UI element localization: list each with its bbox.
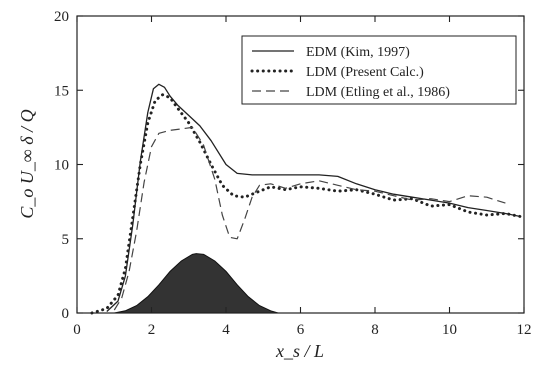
y-tick-label: 10 (54, 158, 69, 174)
legend-label-edm: EDM (Kim, 1997) (306, 45, 410, 60)
y-tick-label: 0 (62, 306, 70, 322)
x-tick-label: 12 (517, 322, 532, 338)
y-tick-label: 20 (54, 9, 69, 25)
hill-shape (114, 253, 279, 314)
series-line-edm (106, 83, 521, 312)
x-tick-label: 4 (222, 322, 230, 338)
x-axis-label: x_s / L (275, 341, 324, 361)
x-tick-label: 8 (371, 322, 379, 338)
x-tick-label: 0 (73, 322, 81, 338)
series-line-ldm-present (90, 93, 522, 315)
hill-layer (114, 253, 279, 314)
series-line-ldm-etling (113, 126, 506, 311)
legend-label-ldm-etling: LDM (Etling et al., 1986) (306, 85, 450, 100)
series-layer (90, 83, 522, 315)
legend: EDM (Kim, 1997) LDM (Present Calc.) LDM … (241, 35, 517, 105)
legend-label-ldm-present: LDM (Present Calc.) (306, 65, 424, 80)
y-axis-label: C_o U_∞ δ / Q (17, 109, 37, 218)
y-tick-label: 5 (62, 232, 70, 248)
x-tick-label: 6 (297, 322, 305, 338)
legend-box (241, 35, 517, 105)
y-tick-label: 15 (54, 83, 69, 99)
x-tick-label: 2 (148, 322, 156, 338)
tick-layer: 0 2 4 6 8 10 12 0 5 10 15 20 (54, 9, 532, 338)
x-tick-label: 10 (442, 322, 457, 338)
